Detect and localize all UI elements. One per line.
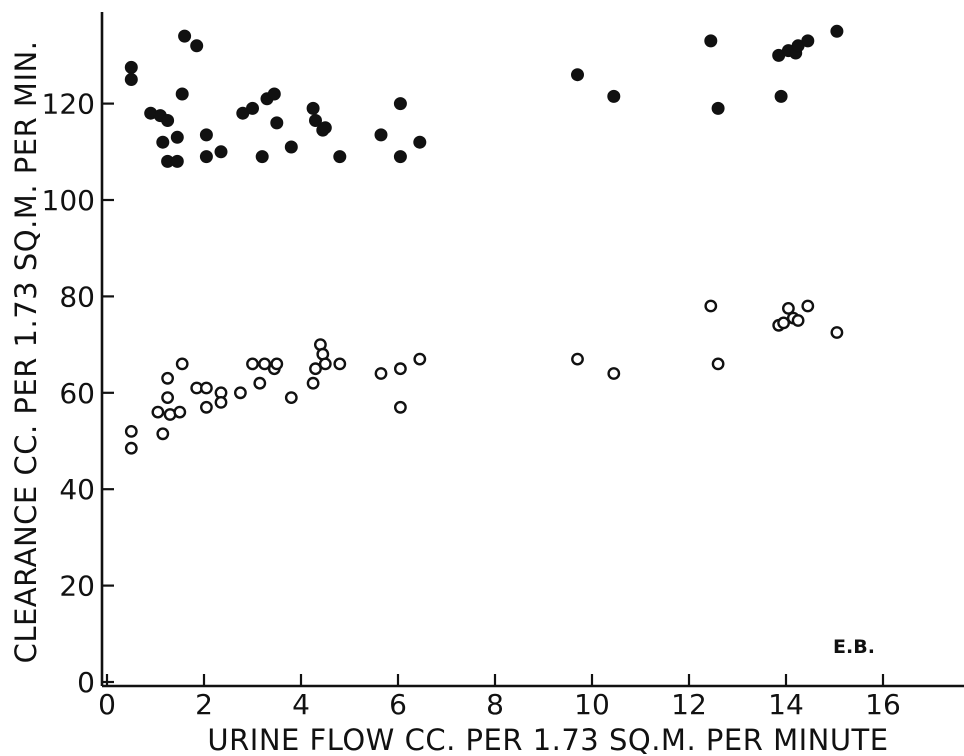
data-points	[124, 24, 844, 455]
open-data-point	[374, 367, 388, 380]
x-tick-label: 8	[486, 688, 504, 721]
x-tick-label: 10	[574, 688, 610, 721]
filled-data-point	[306, 101, 320, 115]
y-tick-label: 0	[77, 666, 95, 699]
filled-data-point	[284, 140, 298, 154]
y-axis-title: CLEARANCE CC. PER 1.73 SQ.M. PER MIN.	[9, 41, 43, 664]
open-data-point	[284, 391, 298, 404]
filled-data-point	[607, 89, 621, 103]
open-data-point	[571, 352, 584, 366]
open-data-point	[393, 362, 407, 376]
annotation-label: E.B.	[833, 636, 875, 658]
open-data-point	[233, 386, 247, 400]
open-data-point	[161, 391, 175, 404]
filled-data-point	[830, 24, 844, 38]
filled-data-point	[571, 68, 584, 82]
open-data-point	[199, 381, 213, 395]
filled-data-point	[704, 34, 718, 48]
filled-data-point	[161, 114, 175, 127]
open-data-point	[246, 357, 259, 371]
filled-data-point	[156, 135, 170, 149]
open-data-point	[124, 441, 138, 455]
open-data-point	[333, 357, 347, 371]
y-tick-label: 80	[59, 280, 95, 313]
filled-data-point	[318, 121, 332, 135]
open-data-point	[791, 314, 805, 327]
open-data-point	[782, 301, 795, 315]
filled-data-point	[178, 29, 192, 43]
filled-data-point	[267, 87, 281, 101]
x-tick-label: 2	[195, 688, 213, 721]
filled-data-point	[309, 114, 322, 127]
x-tick-label: 16	[865, 688, 901, 721]
filled-data-point	[774, 89, 788, 103]
filled-data-point	[413, 135, 427, 149]
filled-data-point	[801, 34, 815, 48]
filled-data-point	[170, 130, 184, 144]
y-tick-label: 20	[59, 570, 95, 603]
open-data-point	[214, 395, 228, 409]
open-data-point	[711, 357, 725, 371]
filled-data-point	[124, 73, 138, 86]
filled-data-point	[199, 128, 213, 142]
y-tick-label: 100	[42, 184, 95, 217]
open-data-point	[124, 424, 138, 438]
axes	[100, 12, 964, 688]
open-data-point	[830, 326, 844, 339]
x-tick-label: 0	[98, 688, 116, 721]
open-data-point	[309, 362, 322, 376]
filled-data-point	[199, 150, 213, 164]
open-data-point	[704, 299, 718, 313]
x-tick-label: 14	[768, 688, 804, 721]
filled-data-point	[190, 39, 204, 53]
tick-marks	[102, 102, 885, 686]
y-tick-label: 60	[59, 377, 95, 410]
filled-data-point	[374, 128, 388, 142]
filled-data-point	[393, 150, 407, 164]
open-data-point	[161, 371, 175, 385]
filled-data-point	[711, 101, 725, 115]
open-data-point	[607, 367, 621, 380]
filled-data-point	[175, 87, 189, 101]
open-data-point	[393, 400, 407, 414]
open-data-point	[777, 316, 790, 330]
open-data-point	[258, 357, 271, 371]
open-data-point	[801, 299, 815, 313]
open-data-point	[253, 376, 267, 390]
x-axis-title: URINE FLOW CC. PER 1.73 SQ.M. PER MINUTE	[207, 723, 888, 756]
x-tick-label: 4	[292, 688, 310, 721]
open-data-point	[175, 357, 189, 371]
filled-data-point	[124, 60, 138, 74]
filled-data-point	[270, 116, 284, 130]
open-data-point	[156, 427, 170, 441]
open-data-point	[413, 352, 427, 366]
filled-data-point	[246, 101, 259, 115]
y-tick-label: 120	[42, 88, 95, 121]
x-tick-label: 12	[671, 688, 707, 721]
open-data-point	[173, 405, 187, 419]
tick-labels: 0 2 4 6 8 10 12 14 16 0 20 40 60 80 100 120	[42, 88, 901, 721]
x-tick-label: 6	[389, 688, 407, 721]
filled-data-point	[393, 97, 407, 111]
open-data-point	[151, 405, 165, 419]
open-data-point	[270, 357, 284, 371]
filled-data-point	[333, 150, 347, 164]
y-tick-label: 40	[59, 473, 95, 506]
open-data-point	[318, 357, 332, 371]
filled-data-point	[255, 150, 269, 164]
open-data-point	[306, 376, 320, 390]
filled-data-point	[214, 145, 228, 159]
filled-data-point	[170, 154, 184, 168]
open-data-point	[199, 400, 213, 414]
